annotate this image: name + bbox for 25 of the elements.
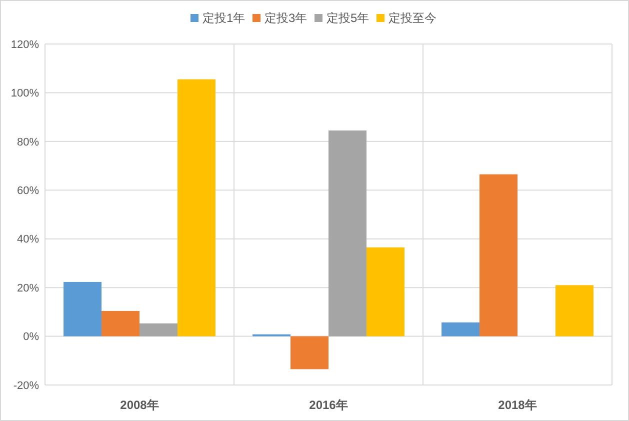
y-tick-label: 100% [10,88,40,100]
y-tick-label: -20% [13,380,40,392]
x-tick-label: 2018年 [498,398,537,412]
legend-label: 定投5年 [326,11,370,26]
bar [442,322,480,336]
bar [366,247,404,336]
y-tick-label: 40% [16,234,40,246]
legend-label: 定投1年 [202,11,246,26]
bar [480,174,518,336]
bar [64,282,102,336]
y-tick-label: 120% [10,38,40,51]
bar [328,130,366,336]
bar [290,336,328,370]
y-tick-label: 80% [16,136,40,148]
x-tick-label: 2016年 [309,398,348,412]
bar [177,79,216,336]
y-tick-label: 20% [16,282,40,294]
bar [555,285,594,336]
y-tick-label: 60% [16,184,40,197]
bar [102,310,140,336]
legend-label: 定投至今 [388,11,436,26]
legend-label: 定投3年 [264,11,308,26]
bar [140,323,178,336]
y-tick-label: 0% [23,331,40,344]
x-tick-label: 2008年 [120,398,159,412]
